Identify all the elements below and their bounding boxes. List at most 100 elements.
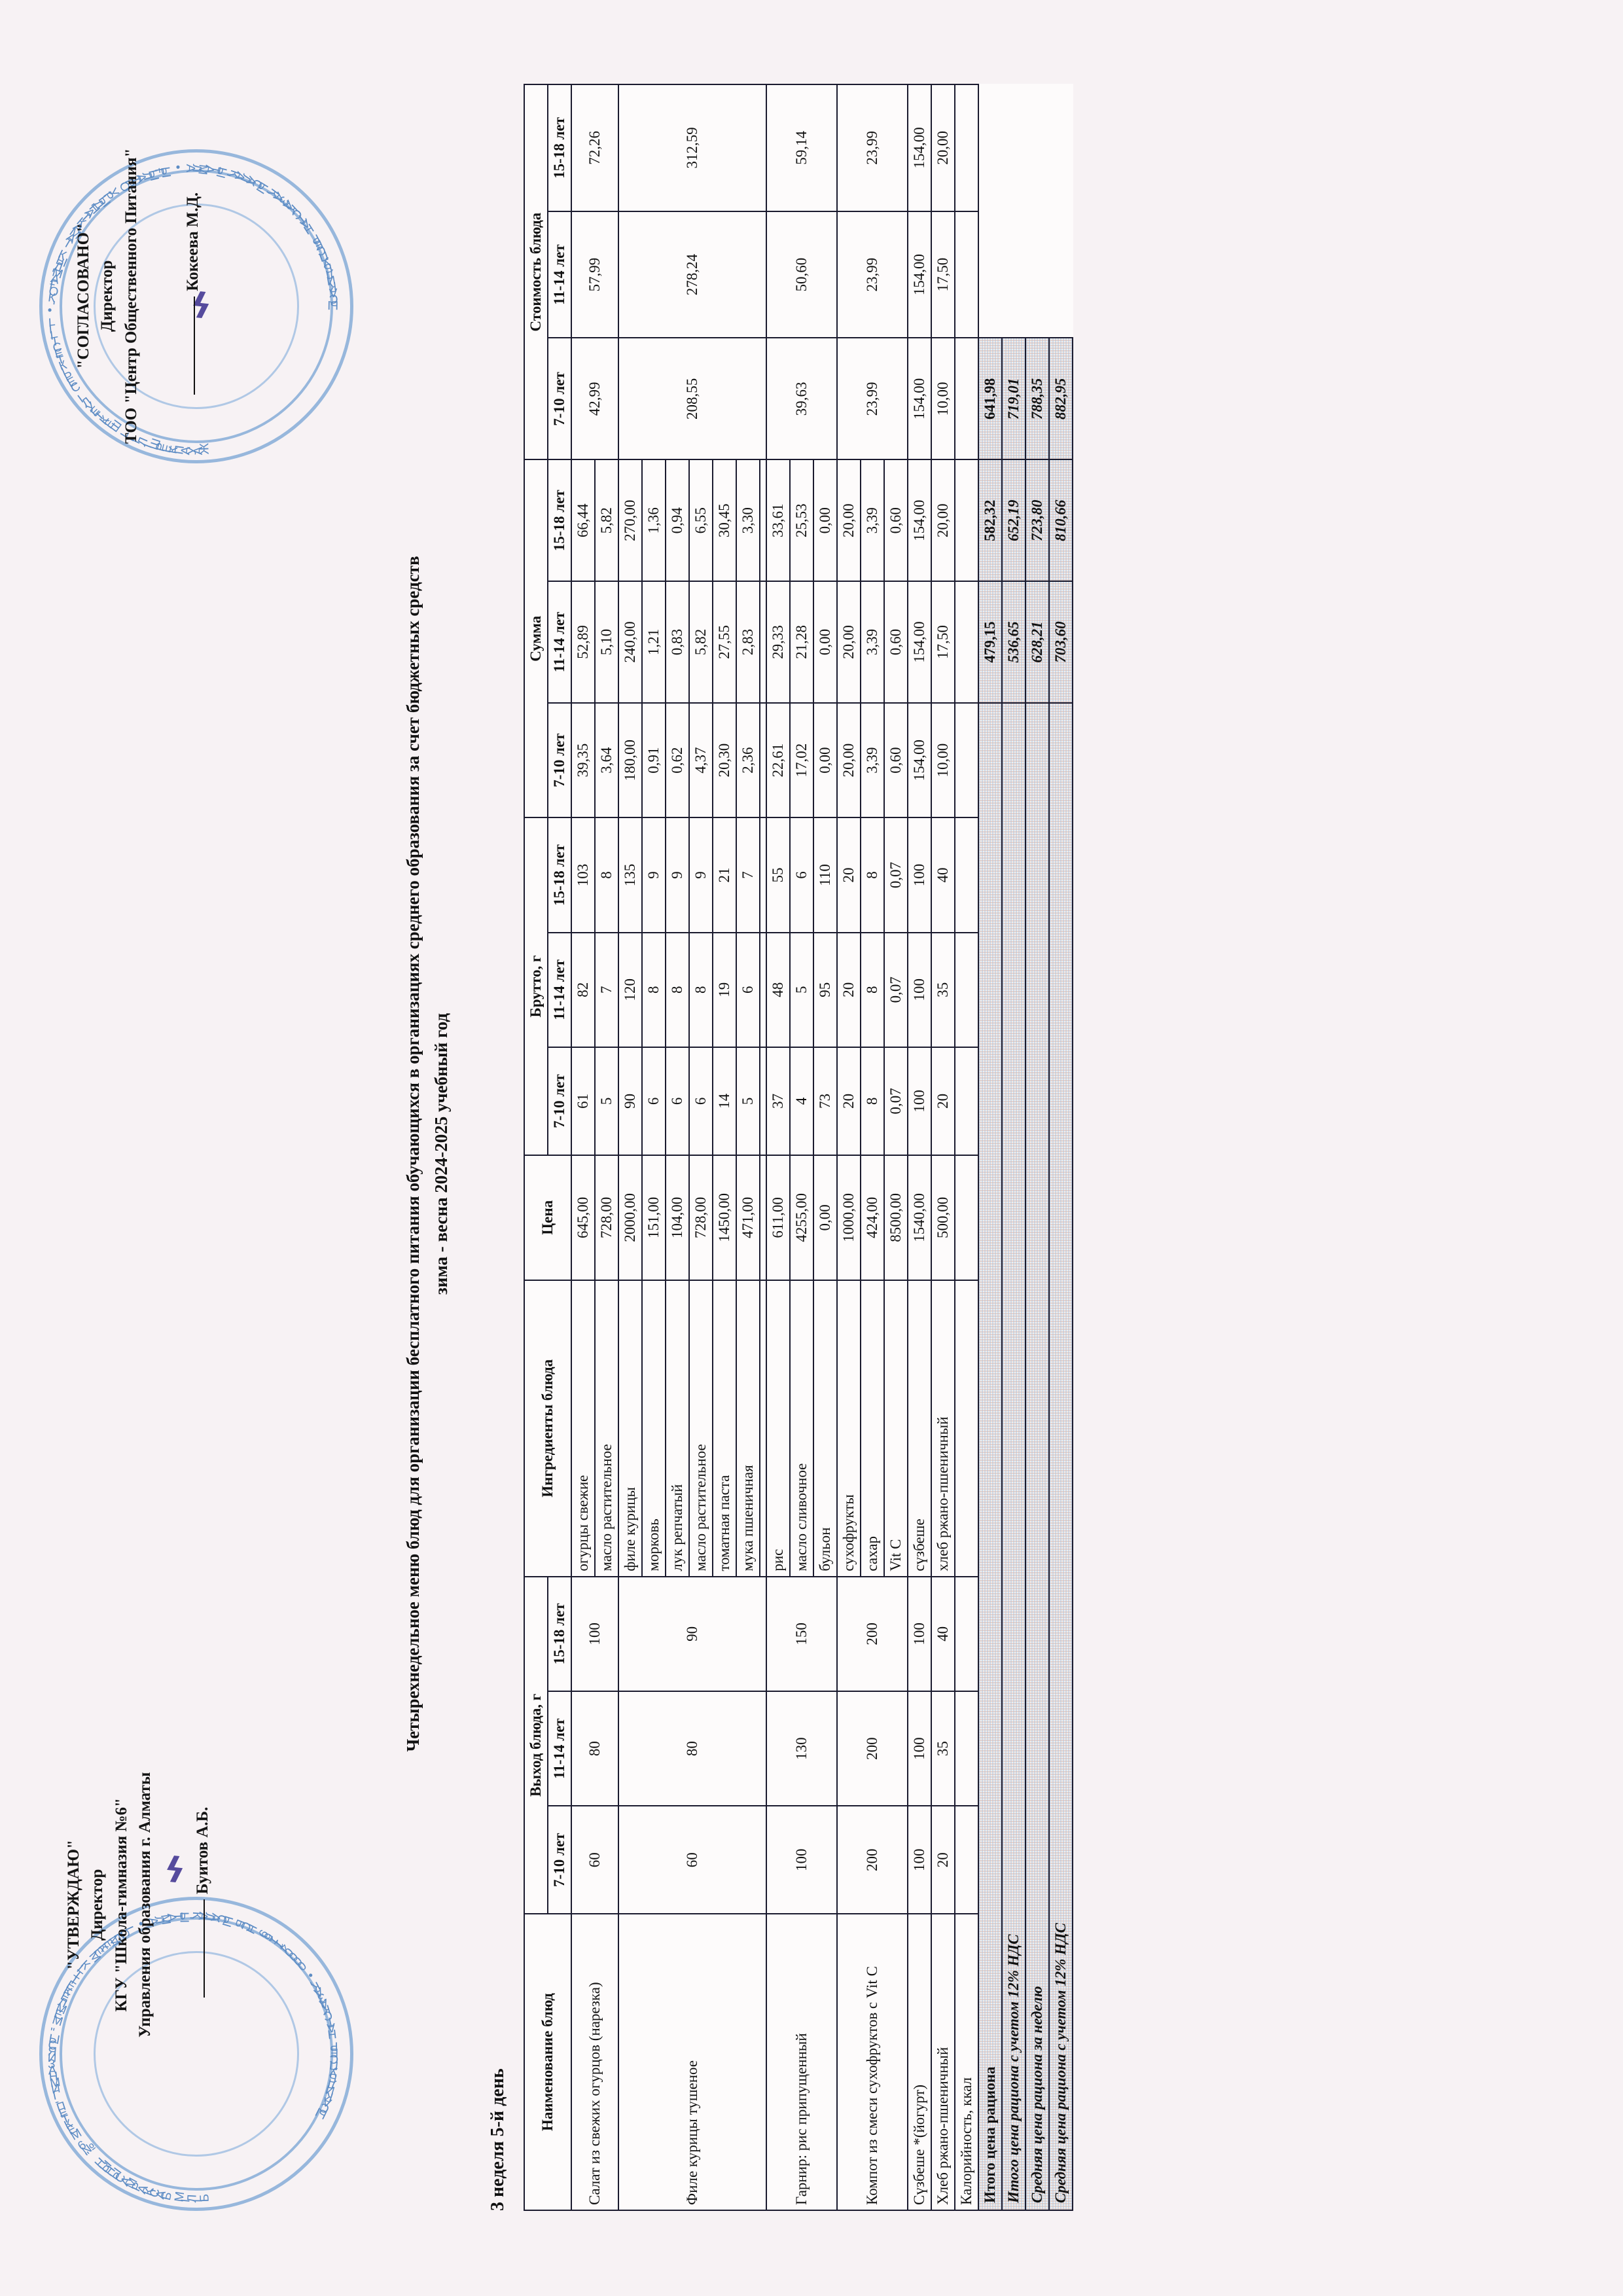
cell-yield-2: 90 [618, 1576, 766, 1691]
cell-price: 471,00 [736, 1155, 760, 1280]
cell-price: 728,00 [689, 1155, 713, 1280]
cell-cost-2 [955, 84, 978, 211]
cell-cost-2: 312,59 [618, 84, 766, 211]
cell-gross-0: 0,07 [884, 1047, 908, 1155]
menu-table: Наименование блюд Выход блюда, г Ингреди… [524, 84, 1073, 2211]
cell-cost-1 [955, 211, 978, 338]
cell-cost-0: 154,00 [908, 338, 931, 460]
table-row: Компот из смеси сухофруктов с Vit C 200 20… [837, 84, 908, 2210]
table-row: Хлеб ржано-пшеничный 20 35 40 хлеб ржано-пше… [931, 84, 955, 2210]
cell-sum-2 [760, 459, 766, 582]
cell-sum-0: 20,30 [713, 702, 736, 818]
cell-price: 2000,00 [618, 1155, 642, 1280]
cell-gross-2: 8 [595, 817, 618, 933]
cell-yield-2: 40 [931, 1576, 955, 1691]
cell-gross-0: 61 [571, 1047, 595, 1155]
cell-yield-1: 200 [837, 1691, 908, 1806]
cell-yield-0: 200 [837, 1806, 908, 1914]
cell-gross-0: 4 [790, 1047, 813, 1155]
cell-gross-2: 7 [736, 817, 760, 933]
cell-ingredient: морковь [642, 1280, 666, 1577]
cell-ingredient: сахар [861, 1280, 884, 1577]
table-row: Салат из свежих огурцов (нарезка) 60 80 100… [571, 84, 618, 2210]
cell-sum-2: 5,82 [595, 459, 618, 582]
cell-gross-1: 5 [790, 932, 813, 1047]
cell-cost-2: 20,00 [931, 84, 955, 211]
summary-label: Средняя цена рациона за неделю [1026, 702, 1049, 2210]
signature-rule [202, 1899, 205, 1998]
th-cost-7-10: 7-10 лет [548, 338, 571, 460]
cell-ingredient: томатная паста [713, 1280, 736, 1577]
cell-gross-0: 6 [666, 1047, 689, 1155]
th-gross-15-18: 15-18 лет [548, 817, 571, 933]
summary-value-2: 641,98 [978, 338, 1002, 460]
cell-price [760, 1155, 766, 1280]
summary-value-0: 479,15 [978, 581, 1002, 703]
summary-label: Средняя цена рациона с учетом 12% НДС [1049, 702, 1073, 2210]
cell-sum-0: 0,00 [813, 702, 837, 818]
approval-right-line1: Директор [88, 1869, 107, 1941]
th-sum: Сумма [524, 459, 548, 818]
cell-sum-2: 3,39 [861, 459, 884, 582]
cell-price: 1450,00 [713, 1155, 736, 1280]
cell-cost-1: 57,99 [571, 211, 618, 338]
cell-sum-0: 3,39 [861, 702, 884, 818]
cell-sum-0: 10,00 [931, 702, 955, 818]
cell-ingredient: мука пшеничная [736, 1280, 760, 1577]
cell-gross-1: 6 [736, 932, 760, 1047]
cell-gross-2: 40 [931, 817, 955, 933]
cell-sum-2: 20,00 [931, 459, 955, 582]
signature-rule-2 [192, 296, 195, 395]
cell-sum-1: 0,00 [813, 581, 837, 703]
cell-cost-0: 42,99 [571, 338, 618, 460]
cell-yield-2: 100 [908, 1576, 931, 1691]
cell-sum-1: 5,10 [595, 581, 618, 703]
cell-gross-1: 82 [571, 932, 595, 1047]
cell-gross-0: 100 [908, 1047, 931, 1155]
cell-sum-0 [955, 702, 978, 818]
cell-sum-1: 17,50 [931, 581, 955, 703]
table-row: Гарнир: рис припущенный 100 130 150 рис 611,0… [766, 84, 837, 2210]
cell-ingredient: масло сливочное [790, 1280, 813, 1577]
th-gross-7-10: 7-10 лет [548, 1047, 571, 1155]
cell-ingredient: огурцы свежие [571, 1280, 595, 1577]
cell-sum-0: 4,37 [689, 702, 713, 818]
cell-cost-1: 23,99 [837, 211, 908, 338]
cell-ingredient: масло растительное [595, 1280, 618, 1577]
approval-right-line4: Буитов А.Б. [194, 1806, 211, 1895]
cell-sum-1 [955, 581, 978, 703]
summary-value-1: 652,19 [1002, 459, 1026, 582]
cell-sum-0: 180,00 [618, 702, 642, 818]
cell-yield-0 [955, 1806, 978, 1914]
th-sum-11-14: 11-14 лет [548, 581, 571, 703]
cell-sum-2: 1,36 [642, 459, 666, 582]
cell-ingredient: лук репчатый [666, 1280, 689, 1577]
cell-gross-2: 55 [766, 817, 790, 933]
th-cost-11-14: 11-14 лет [548, 211, 571, 338]
cell-sum-0 [760, 702, 766, 818]
cell-sum-1: 3,39 [861, 581, 884, 703]
summary-value-1: 582,32 [978, 459, 1002, 582]
cell-yield-2: 200 [837, 1576, 908, 1691]
cell-gross-1: 0,07 [884, 932, 908, 1047]
cell-cost-0 [955, 338, 978, 460]
cell-ingredient: филе курицы [618, 1280, 642, 1577]
summary-label: Итого цена рациона [978, 702, 1002, 2210]
cell-price: 0,00 [813, 1155, 837, 1280]
cell-sum-0: 2,36 [736, 702, 760, 818]
cell-ingredient: сүзбеше [908, 1280, 931, 1577]
cell-gross-1: 19 [713, 932, 736, 1047]
cell-yield-2: 150 [766, 1576, 837, 1691]
cell-price: 728,00 [595, 1155, 618, 1280]
cell-gross-1: 100 [908, 932, 931, 1047]
cell-gross-2 [955, 817, 978, 933]
summary-row: Итого цена рациона с учетом 12% НДС 536,6… [1002, 84, 1026, 2210]
cell-sum-2: 0,94 [666, 459, 689, 582]
cell-price: 151,00 [642, 1155, 666, 1280]
cell-sum-1: 240,00 [618, 581, 642, 703]
th-price: Цена [524, 1155, 571, 1280]
summary-value-0: 628,21 [1026, 581, 1049, 703]
approval-right-line3: Управления образования г. Алматы [135, 1772, 154, 2037]
cell-sum-1 [760, 581, 766, 703]
